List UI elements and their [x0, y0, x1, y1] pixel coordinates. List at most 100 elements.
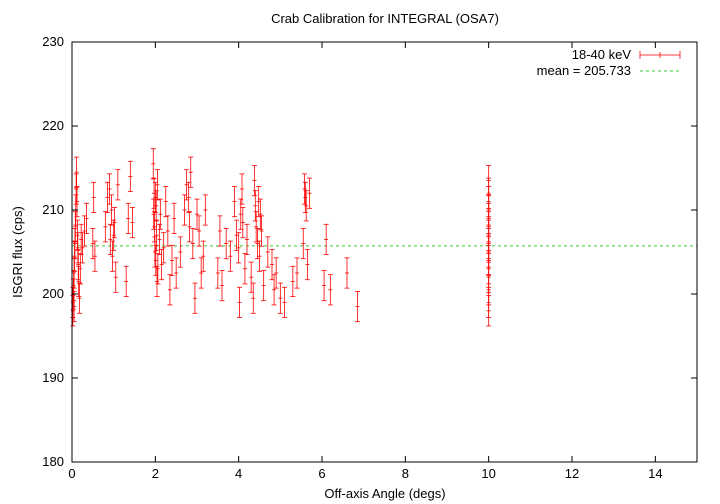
data-point	[154, 169, 160, 201]
data-point	[217, 215, 223, 247]
data-point	[302, 181, 308, 213]
data-point	[248, 261, 254, 293]
data-point	[157, 198, 163, 230]
plot-frame	[71, 41, 698, 463]
y-tick-label: 210	[42, 202, 64, 217]
x-axis-label: Off-axis Angle (degs)	[324, 486, 445, 501]
y-axis-ticks: 180 190 200 210 220 230	[42, 34, 697, 469]
data-point	[82, 215, 87, 247]
data-point	[290, 265, 296, 297]
data-point	[84, 202, 90, 234]
x-tick-label: 2	[152, 466, 159, 481]
data-point	[127, 160, 133, 192]
data-point	[202, 194, 208, 226]
data-point	[72, 228, 78, 260]
data-point	[165, 215, 171, 247]
data-point	[307, 177, 312, 209]
y-axis-label: ISGRI flux (cps)	[10, 206, 25, 298]
x-tick-label: 10	[481, 466, 495, 481]
data-point	[111, 219, 117, 251]
data-point	[257, 198, 263, 230]
data-point	[265, 236, 271, 268]
data-point	[234, 219, 240, 251]
x-tick-label: 12	[565, 466, 579, 481]
data-point	[259, 215, 265, 247]
data-point	[152, 236, 158, 268]
data-point	[72, 240, 77, 272]
data-point	[187, 211, 192, 243]
data-point	[129, 207, 135, 239]
data-point	[173, 257, 179, 289]
data-point	[152, 181, 158, 213]
data-point	[300, 228, 306, 260]
data-point	[74, 219, 80, 251]
data-point	[104, 181, 110, 213]
data-point	[107, 223, 113, 255]
data-point	[92, 240, 98, 272]
data-point	[192, 282, 198, 314]
data-point	[150, 148, 156, 180]
data-point	[153, 190, 159, 222]
data-point	[74, 186, 80, 218]
legend-sample-flux	[639, 51, 681, 59]
y-tick-label: 220	[42, 118, 64, 133]
data-point	[354, 291, 360, 323]
data-point	[227, 240, 233, 272]
data-point	[169, 244, 175, 276]
data-point	[273, 257, 279, 289]
data-point	[253, 211, 259, 243]
data-point	[159, 249, 165, 281]
data-point	[115, 169, 121, 201]
data-point	[123, 265, 129, 297]
data-point	[125, 202, 131, 234]
data-point	[161, 232, 167, 264]
chart-title: Crab Calibration for INTEGRAL (OSA7)	[271, 11, 499, 26]
data-point	[294, 257, 300, 289]
data-point	[254, 228, 260, 260]
data-point	[77, 253, 83, 285]
data-point	[163, 186, 169, 218]
data-point	[78, 223, 84, 255]
legend: 18-40 keV mean = 205.733	[537, 47, 681, 78]
data-point	[486, 165, 492, 197]
data-point	[184, 169, 190, 201]
data-point	[107, 173, 112, 205]
legend-label-flux: 18-40 keV	[572, 47, 632, 62]
data-point	[252, 165, 257, 197]
data-point	[344, 257, 350, 289]
data-point	[77, 282, 82, 314]
data-point	[79, 232, 85, 264]
data-point	[261, 270, 267, 302]
data-point	[232, 186, 237, 218]
x-tick-label: 0	[68, 466, 75, 481]
data-point	[244, 223, 250, 255]
data-point	[177, 236, 183, 268]
data-point	[236, 232, 242, 264]
data-point	[321, 270, 327, 302]
data-point	[198, 257, 204, 289]
data-point	[171, 202, 177, 234]
data-point	[154, 265, 160, 297]
data-point	[188, 156, 194, 188]
data-point	[237, 286, 242, 318]
y-tick-label: 190	[42, 370, 64, 385]
data-point	[90, 228, 96, 260]
data-point	[304, 249, 310, 281]
data-point	[239, 173, 245, 205]
x-tick-label: 6	[318, 466, 325, 481]
data-point	[271, 274, 277, 306]
x-axis-ticks: 0 2 4 6 8 10 12 14	[68, 42, 663, 481]
data-point	[112, 207, 117, 239]
data-point	[282, 286, 287, 318]
data-point	[486, 295, 492, 327]
data-point	[323, 223, 329, 255]
data-point	[219, 270, 225, 302]
x-tick-label: 14	[648, 466, 662, 481]
data-point	[215, 257, 221, 289]
data-point	[327, 274, 333, 306]
data-point	[91, 181, 97, 213]
x-tick-label: 8	[402, 466, 409, 481]
data-point	[196, 215, 202, 247]
data-point	[73, 173, 79, 205]
